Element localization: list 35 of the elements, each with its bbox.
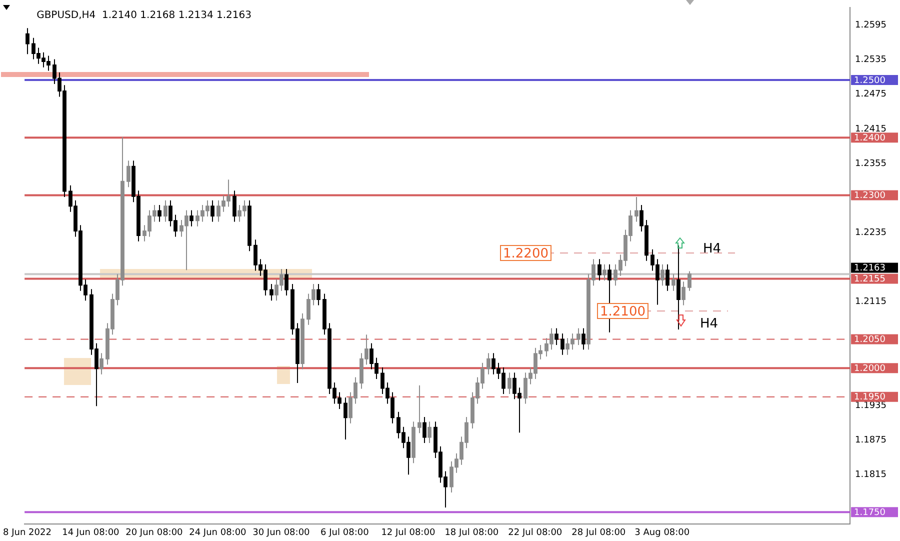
annotation: 1.2100 <box>600 304 646 320</box>
x-tick-label: 20 Jun 08:00 <box>126 528 184 538</box>
annotation: H4 <box>703 241 722 256</box>
y-tick-label: 1.2355 <box>855 158 886 169</box>
ref-line-label: 1.1750 <box>854 508 886 518</box>
x-tick-label: 30 Jun 08:00 <box>252 528 310 538</box>
ref-line-label: 1.1950 <box>854 392 886 403</box>
y-tick-label: 1.1815 <box>855 470 886 480</box>
y-tick-label: 1.2115 <box>855 297 886 308</box>
x-tick-label: 22 Jul 08:00 <box>508 528 562 538</box>
x-tick-label: 3 Aug 08:00 <box>634 528 690 538</box>
ref-line-label: 1.2300 <box>854 191 886 202</box>
ref-line-label: 1.2400 <box>854 133 886 144</box>
x-tick-label: 24 Jun 08:00 <box>189 528 247 538</box>
y-tick-label: 1.2595 <box>855 20 886 31</box>
x-tick-label: 8 Jun 2022 <box>3 528 52 538</box>
y-tick-label: 1.1935 <box>855 400 886 411</box>
ref-line-label: 1.2500 <box>854 76 886 86</box>
x-tick-label: 28 Jul 08:00 <box>572 528 626 538</box>
ref-line-label: 1.2000 <box>854 364 886 374</box>
x-tick-label: 12 Jul 08:00 <box>381 528 436 538</box>
chart-title: GBPUSD,H4 1.2140 1.2168 1.2134 1.2163 <box>36 10 252 21</box>
y-tick-label: 1.2475 <box>855 90 886 100</box>
ref-line-label: 1.2163 <box>854 264 886 274</box>
y-tick-label: 1.2415 <box>855 124 886 134</box>
y-tick-label: 1.2535 <box>855 55 886 66</box>
ref-line-label: 1.2050 <box>854 335 886 346</box>
x-tick-label: 18 Jul 08:00 <box>444 528 499 538</box>
annotation: H4 <box>700 316 718 332</box>
y-tick-label: 1.2235 <box>855 228 886 238</box>
ref-line-label: 1.2155 <box>854 274 886 285</box>
annotation: 1.2200 <box>503 246 548 262</box>
y-tick-label: 1.1875 <box>855 435 886 446</box>
x-tick-label: 6 Jul 08:00 <box>320 528 370 538</box>
x-tick-label: 14 Jun 08:00 <box>62 528 120 538</box>
